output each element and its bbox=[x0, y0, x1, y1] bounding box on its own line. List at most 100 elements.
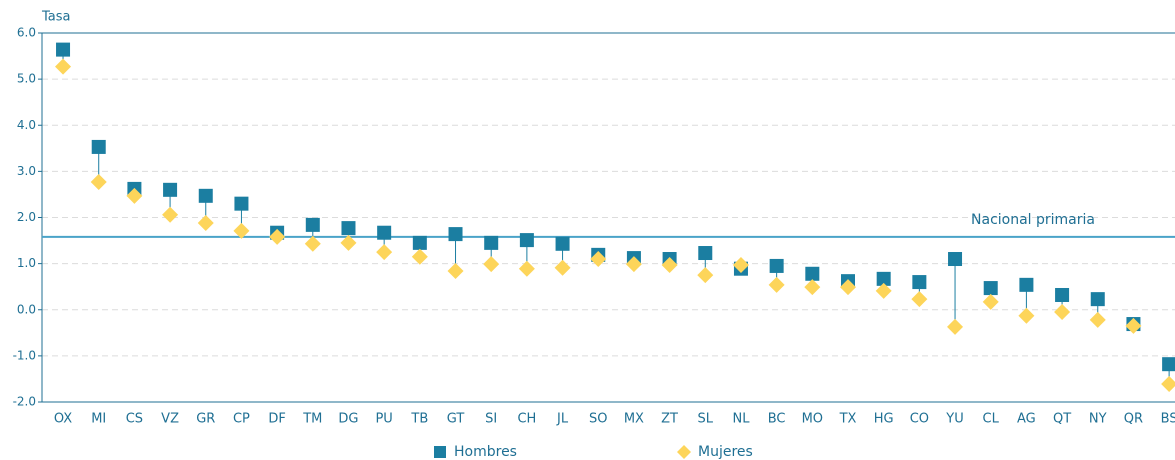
mujeres-marker bbox=[447, 263, 464, 280]
legend-swatch bbox=[434, 446, 446, 458]
y-tick-label: 3.0 bbox=[17, 164, 36, 178]
hombres-marker bbox=[1019, 277, 1034, 292]
x-tick-label: CO bbox=[910, 412, 929, 427]
hombres-marker bbox=[234, 196, 249, 211]
hombres-marker bbox=[1090, 292, 1105, 307]
hombres-marker bbox=[555, 236, 570, 251]
x-tick-label: DG bbox=[338, 412, 358, 427]
x-tick-label: TB bbox=[410, 412, 428, 427]
x-tick-label: NL bbox=[732, 412, 750, 427]
x-tick-label: MO bbox=[802, 412, 823, 427]
x-tick-label: TX bbox=[839, 412, 857, 427]
mujeres-marker bbox=[697, 267, 714, 284]
x-tick-label: MI bbox=[91, 412, 106, 427]
mujeres-marker bbox=[340, 234, 357, 251]
mujeres-marker bbox=[90, 173, 107, 190]
hombres-marker bbox=[876, 271, 891, 286]
legend-label: Mujeres bbox=[698, 444, 753, 460]
hombres-marker bbox=[377, 225, 392, 240]
x-tick-label: SL bbox=[698, 412, 714, 427]
mujeres-marker bbox=[625, 256, 642, 273]
x-tick-label: JL bbox=[556, 412, 569, 427]
mujeres-marker bbox=[411, 248, 428, 265]
hombres-marker bbox=[484, 235, 499, 250]
mujeres-marker bbox=[554, 259, 571, 276]
y-tick-label: 4.0 bbox=[17, 118, 36, 132]
mujeres-marker bbox=[947, 318, 964, 335]
mujeres-marker bbox=[269, 228, 286, 245]
x-tick-label: BS bbox=[1161, 412, 1175, 427]
hombres-marker bbox=[341, 221, 356, 236]
mujeres-marker bbox=[804, 279, 821, 296]
mujeres-marker bbox=[1054, 304, 1071, 321]
x-tick-label: TM bbox=[302, 412, 322, 427]
x-tick-label: BC bbox=[768, 412, 786, 427]
mujeres-marker bbox=[376, 244, 393, 261]
mujeres-marker bbox=[661, 257, 678, 274]
x-tick-label: QR bbox=[1124, 412, 1143, 427]
mujeres-marker bbox=[197, 215, 214, 232]
y-tick-label: -2.0 bbox=[13, 395, 36, 409]
mujeres-marker bbox=[1018, 307, 1035, 324]
mujeres-marker bbox=[55, 58, 72, 75]
legend-swatch bbox=[677, 445, 691, 459]
x-tick-label: AG bbox=[1017, 412, 1036, 427]
hombres-marker bbox=[519, 233, 534, 248]
y-tick-label: 2.0 bbox=[17, 210, 36, 224]
hombres-marker bbox=[91, 139, 106, 154]
x-tick-label: GR bbox=[196, 412, 215, 427]
y-axis-label: Tasa bbox=[41, 10, 71, 25]
x-tick-label: SO bbox=[589, 412, 607, 427]
mujeres-marker bbox=[233, 222, 250, 239]
mujeres-marker bbox=[1089, 311, 1106, 328]
mujeres-marker bbox=[590, 251, 607, 268]
x-tick-label: CP bbox=[233, 412, 250, 427]
hombres-marker bbox=[1162, 357, 1175, 372]
hombres-marker bbox=[698, 246, 713, 261]
y-tick-label: 1.0 bbox=[17, 256, 36, 270]
mujeres-marker bbox=[518, 260, 535, 277]
mujeres-marker bbox=[732, 257, 749, 274]
mujeres-marker bbox=[1161, 376, 1175, 393]
hombres-marker bbox=[56, 42, 71, 57]
x-tick-label: PU bbox=[375, 412, 392, 427]
x-tick-label: SI bbox=[485, 412, 497, 427]
mujeres-marker bbox=[483, 256, 500, 273]
x-tick-label: GT bbox=[447, 412, 465, 427]
x-tick-label: OX bbox=[54, 412, 72, 427]
x-tick-label: VZ bbox=[161, 412, 179, 427]
hombres-marker bbox=[448, 227, 463, 242]
mujeres-marker bbox=[911, 291, 928, 308]
mujeres-marker bbox=[1125, 317, 1142, 334]
hombres-marker bbox=[412, 235, 427, 250]
y-tick-label: 0.0 bbox=[17, 302, 36, 316]
x-tick-label: CH bbox=[517, 412, 536, 427]
hombres-marker bbox=[1055, 287, 1070, 302]
hombres-marker bbox=[805, 266, 820, 281]
mujeres-marker bbox=[982, 293, 999, 310]
reference-label: Nacional primaria bbox=[971, 212, 1095, 228]
mujeres-marker bbox=[768, 276, 785, 293]
hombres-marker bbox=[305, 217, 320, 232]
hombres-marker bbox=[983, 281, 998, 296]
hombres-marker bbox=[163, 182, 178, 197]
mujeres-marker bbox=[126, 187, 143, 204]
hombres-marker bbox=[198, 188, 213, 203]
x-tick-label: CS bbox=[126, 412, 143, 427]
x-tick-label: MX bbox=[624, 412, 644, 427]
x-tick-label: NY bbox=[1089, 412, 1107, 427]
x-tick-label: HG bbox=[874, 412, 894, 427]
x-tick-label: DF bbox=[268, 412, 286, 427]
legend-label: Hombres bbox=[454, 444, 517, 460]
hombres-marker bbox=[948, 252, 963, 267]
y-tick-label: -1.0 bbox=[13, 348, 36, 362]
mujeres-marker bbox=[840, 279, 856, 296]
x-tick-label: YU bbox=[945, 412, 963, 427]
x-tick-label: QT bbox=[1053, 412, 1071, 427]
mujeres-marker bbox=[304, 235, 321, 252]
x-tick-label: ZT bbox=[661, 412, 678, 427]
y-tick-label: 5.0 bbox=[17, 72, 36, 86]
y-tick-label: 6.0 bbox=[17, 26, 36, 40]
hombres-marker bbox=[769, 258, 784, 273]
